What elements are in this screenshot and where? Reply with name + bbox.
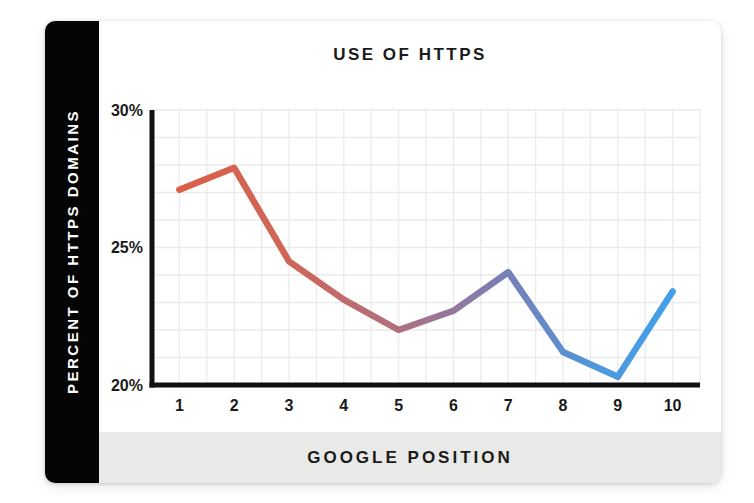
x-tick-label: 7 (504, 397, 513, 414)
x-tick-label: 10 (664, 397, 682, 414)
x-axis-title: GOOGLE POSITION (307, 448, 513, 468)
x-tick-label: 8 (559, 397, 568, 414)
x-tick-label: 5 (394, 397, 403, 414)
y-tick-label: 30% (111, 102, 143, 119)
y-axis-title-bar: PERCENT OF HTTPS DOMAINS (45, 21, 99, 483)
x-axis-title-bar: GOOGLE POSITION (99, 432, 721, 483)
x-tick-label: 4 (339, 397, 348, 414)
line-chart: 30% 25% 20% 1 2 3 4 5 6 7 8 9 10 (99, 89, 721, 432)
chart-card: PERCENT OF HTTPS DOMAINS USE OF HTTPS 30… (45, 21, 721, 483)
x-tick-label: 9 (613, 397, 622, 414)
chart-main-area: USE OF HTTPS 30% 25% 20% 1 2 3 4 5 6 7 8 9 10 GOOGLE… (99, 21, 721, 483)
chart-title: USE OF HTTPS (333, 45, 487, 65)
y-tick-label: 20% (111, 377, 143, 394)
x-tick-label: 1 (175, 397, 184, 414)
x-tick-label: 2 (230, 397, 239, 414)
page-background: PERCENT OF HTTPS DOMAINS USE OF HTTPS 30… (0, 0, 754, 503)
x-tick-label: 6 (449, 397, 458, 414)
y-tick-label: 25% (111, 239, 143, 256)
x-tick-label: 3 (285, 397, 294, 414)
y-axis-title: PERCENT OF HTTPS DOMAINS (64, 109, 81, 394)
chart-title-row: USE OF HTTPS (99, 21, 721, 89)
